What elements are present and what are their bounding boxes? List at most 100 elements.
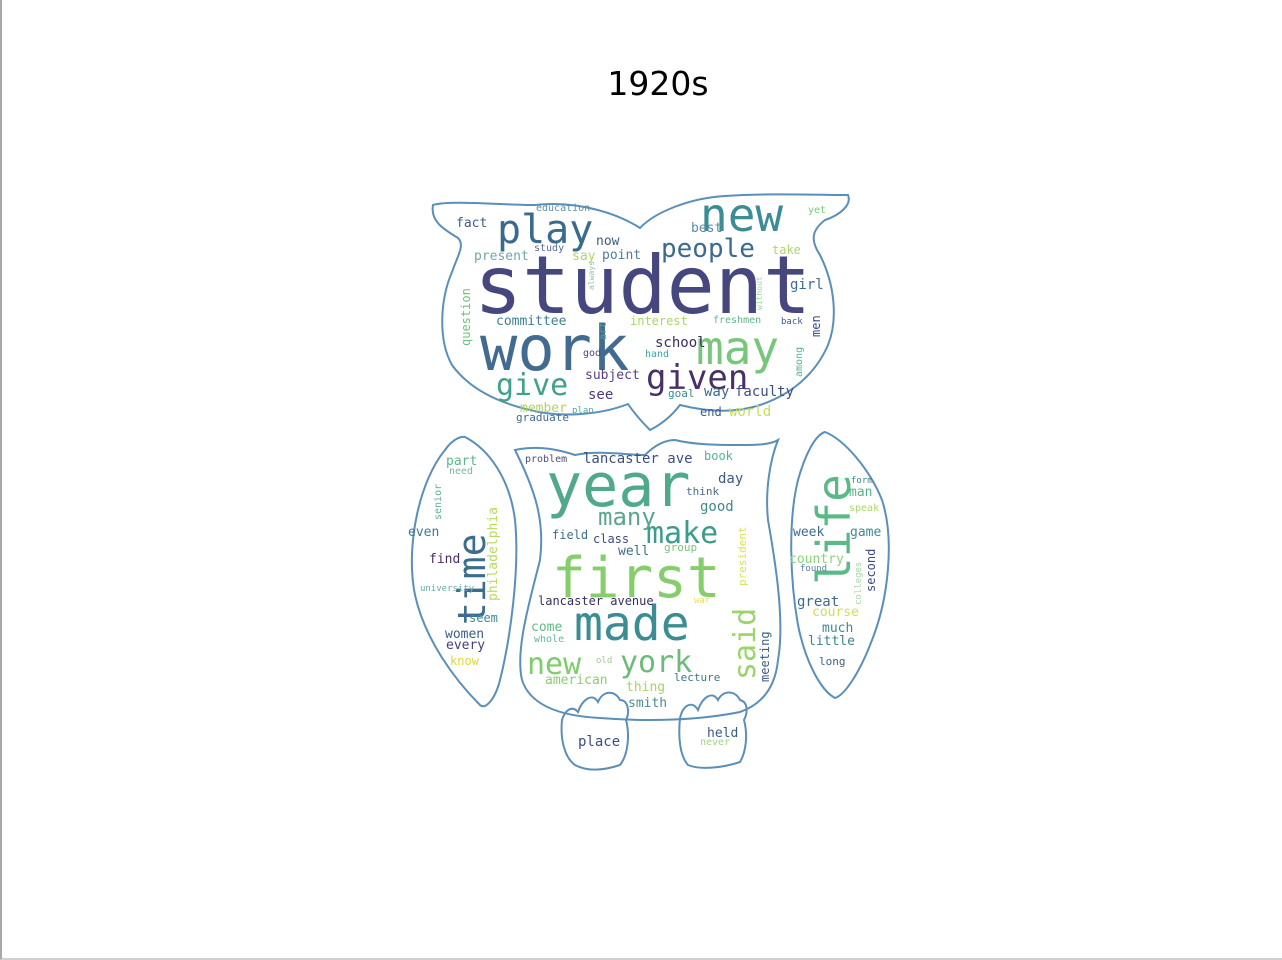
cloud-word-said: said bbox=[728, 608, 763, 680]
cloud-word-man: man bbox=[849, 485, 872, 500]
cloud-word-yet: yet bbox=[808, 205, 826, 216]
cloud-word-make: make bbox=[646, 516, 718, 551]
cloud-word-way: way bbox=[704, 384, 729, 400]
cloud-word-think: think bbox=[686, 485, 719, 498]
cloud-word-even: even bbox=[408, 525, 439, 540]
cloud-word-education: education bbox=[536, 203, 590, 214]
cloud-word-world: world bbox=[729, 404, 771, 420]
cloud-word-life: life bbox=[807, 474, 861, 585]
cloud-word-school: school bbox=[655, 335, 706, 351]
cloud-word-university: university bbox=[420, 584, 475, 594]
cloud-word-may: may bbox=[696, 321, 779, 375]
owl-left-wing-outline bbox=[410, 435, 518, 708]
owl-head-outline bbox=[431, 193, 850, 432]
cloud-word-much: much bbox=[822, 621, 853, 636]
cloud-word-men: men bbox=[809, 315, 823, 337]
cloud-word-place: place bbox=[578, 734, 620, 750]
cloud-word-war: war bbox=[694, 596, 711, 606]
cloud-word-plan: plan bbox=[572, 406, 594, 416]
cloud-word-year: year bbox=[546, 451, 691, 521]
cloud-word-time: time bbox=[450, 533, 494, 625]
cloud-word-course: course bbox=[812, 605, 859, 620]
cloud-word-present: present bbox=[474, 249, 529, 264]
cloud-word-meeting: meeting bbox=[758, 631, 772, 682]
cloud-word-president: president bbox=[736, 526, 749, 586]
cloud-word-question: question bbox=[459, 288, 473, 346]
cloud-word-know: know bbox=[450, 654, 480, 668]
cloud-word-seem: seem bbox=[469, 611, 498, 625]
cloud-word-lecture: lecture bbox=[674, 671, 720, 684]
cloud-word-thing: thing bbox=[626, 680, 665, 695]
cloud-word-american: american bbox=[545, 673, 608, 688]
cloud-word-colleges: colleges bbox=[854, 562, 864, 605]
cloud-word-back: back bbox=[781, 317, 803, 327]
cloud-word-senior: senior bbox=[433, 484, 444, 520]
cloud-word-freshmen: freshmen bbox=[713, 315, 761, 326]
cloud-word-every: every bbox=[446, 638, 485, 653]
cloud-word-member: member bbox=[520, 401, 567, 416]
cloud-word-form: form bbox=[851, 476, 873, 486]
cloud-word-day: day bbox=[718, 471, 743, 487]
cloud-word-people: people bbox=[661, 234, 755, 264]
cloud-word-now: now bbox=[596, 234, 620, 249]
cloud-word-committee: committee bbox=[496, 314, 567, 329]
cloud-word-group: group bbox=[664, 541, 697, 554]
cloud-word-problem: problem bbox=[525, 454, 567, 465]
cloud-word-play: play bbox=[497, 207, 593, 253]
cloud-word-work: work bbox=[480, 312, 629, 385]
cloud-word-little: little bbox=[808, 634, 855, 649]
cloud-word-among: among bbox=[794, 347, 805, 377]
cloud-word-book: book bbox=[704, 449, 734, 463]
cloud-word-need: need bbox=[449, 466, 473, 477]
cloud-word-week: week bbox=[793, 525, 824, 540]
cloud-word-girl: girl bbox=[790, 277, 824, 293]
cloud-word-end: end bbox=[700, 405, 722, 419]
cloud-word-made: made bbox=[574, 596, 690, 652]
cloud-word-faculty: faculty bbox=[735, 384, 794, 400]
cloud-word-say: say bbox=[572, 249, 596, 264]
cloud-word-student: student bbox=[474, 239, 811, 332]
cloud-word-york: york bbox=[620, 645, 692, 680]
cloud-word-always: always bbox=[587, 261, 596, 290]
cloud-word-fact: fact bbox=[456, 216, 487, 231]
cloud-word-held: held bbox=[707, 726, 738, 741]
cloud-word-second: second bbox=[864, 549, 878, 592]
cloud-word-find: find bbox=[429, 552, 460, 567]
cloud-word-subject: subject bbox=[585, 368, 640, 383]
cloud-word-art: art bbox=[598, 322, 609, 340]
owl-right-foot-outline bbox=[678, 691, 748, 769]
cloud-word-goal: goal bbox=[668, 387, 695, 400]
cloud-word-game: game bbox=[850, 525, 881, 540]
cloud-word-god: god bbox=[583, 348, 601, 359]
cloud-word-many: many bbox=[598, 503, 656, 531]
cloud-word-old: old bbox=[596, 656, 612, 666]
cloud-word-best: best bbox=[691, 221, 722, 236]
cloud-word-women: women bbox=[445, 627, 484, 642]
cloud-word-interest: interest bbox=[630, 314, 688, 328]
cloud-word-first: first bbox=[552, 546, 721, 611]
owl-right-wing-outline bbox=[790, 430, 890, 700]
cloud-word-point: point bbox=[602, 248, 641, 263]
cloud-word-great: great bbox=[797, 594, 839, 610]
cloud-word-new: new bbox=[527, 647, 582, 682]
cloud-word-graduate: graduate bbox=[516, 411, 569, 424]
cloud-word-speak: speak bbox=[849, 503, 879, 514]
cloud-word-never: never bbox=[700, 737, 730, 748]
cloud-word-lancaster-avenue: lancaster avenue bbox=[538, 594, 654, 608]
cloud-word-new: new bbox=[700, 188, 783, 242]
cloud-word-give: give bbox=[496, 368, 568, 403]
cloud-word-come: come bbox=[531, 620, 562, 635]
cloud-word-philadelphia: philadelphia bbox=[486, 507, 501, 601]
owl-left-foot-outline bbox=[560, 691, 629, 771]
cloud-word-given: given bbox=[646, 358, 748, 398]
cloud-word-long: long bbox=[819, 655, 846, 668]
cloud-word-whole: whole bbox=[534, 634, 564, 645]
cloud-word-without: without bbox=[755, 276, 764, 310]
cloud-word-well: well bbox=[618, 544, 649, 559]
cloud-word-field: field bbox=[552, 528, 588, 542]
cloud-word-smith: smith bbox=[628, 696, 667, 711]
cloud-word-hand: hand bbox=[645, 349, 669, 360]
cloud-word-see: see bbox=[588, 387, 613, 403]
